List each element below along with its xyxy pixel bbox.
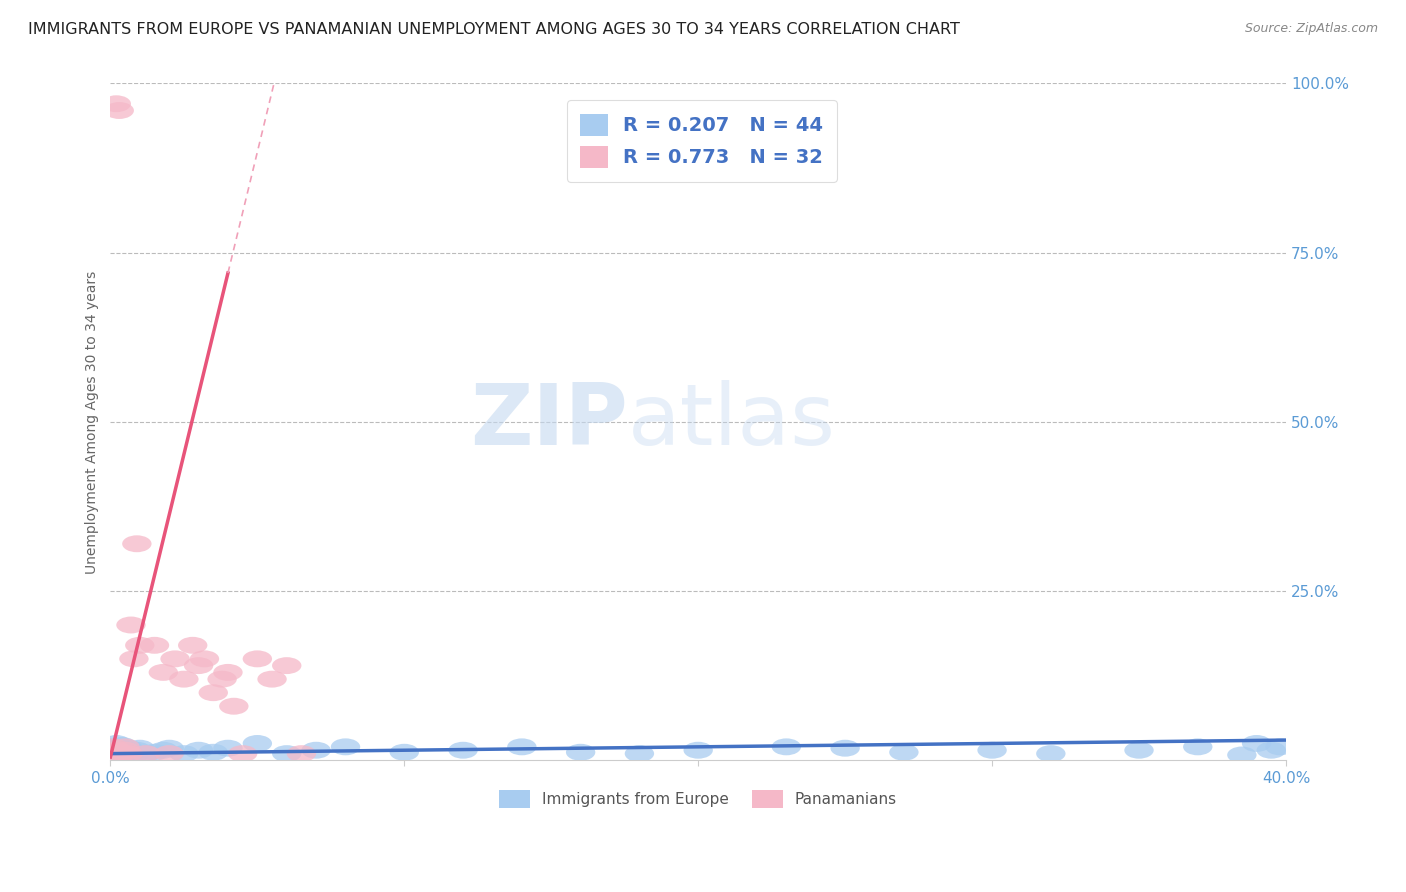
Text: atlas: atlas [627,380,835,464]
Legend: Immigrants from Europe, Panamanians: Immigrants from Europe, Panamanians [494,784,903,814]
Ellipse shape [111,745,139,762]
Ellipse shape [117,616,146,633]
Ellipse shape [184,657,214,674]
Ellipse shape [101,742,131,759]
Ellipse shape [125,739,155,756]
Ellipse shape [125,637,155,654]
Ellipse shape [120,650,149,667]
Ellipse shape [190,650,219,667]
Ellipse shape [1227,747,1257,764]
Text: IMMIGRANTS FROM EUROPE VS PANAMANIAN UNEMPLOYMENT AMONG AGES 30 TO 34 YEARS CORR: IMMIGRANTS FROM EUROPE VS PANAMANIAN UNE… [28,22,960,37]
Ellipse shape [214,739,243,756]
Ellipse shape [101,95,131,112]
Ellipse shape [160,650,190,667]
Ellipse shape [1257,742,1286,759]
Ellipse shape [257,671,287,688]
Ellipse shape [208,671,236,688]
Ellipse shape [449,742,478,759]
Y-axis label: Unemployment Among Ages 30 to 34 years: Unemployment Among Ages 30 to 34 years [86,270,100,574]
Ellipse shape [149,664,179,681]
Ellipse shape [120,747,149,764]
Ellipse shape [389,744,419,761]
Ellipse shape [131,745,160,762]
Ellipse shape [508,739,537,756]
Ellipse shape [104,102,134,119]
Ellipse shape [214,664,243,681]
Ellipse shape [1125,742,1154,759]
Ellipse shape [98,745,128,762]
Ellipse shape [155,745,184,762]
Ellipse shape [977,742,1007,759]
Ellipse shape [107,744,136,761]
Ellipse shape [111,742,139,759]
Ellipse shape [198,744,228,761]
Ellipse shape [111,739,139,756]
Ellipse shape [139,637,169,654]
Ellipse shape [114,745,143,762]
Ellipse shape [155,739,184,756]
Ellipse shape [243,735,271,752]
Ellipse shape [98,739,128,756]
Ellipse shape [228,745,257,762]
Ellipse shape [149,742,179,759]
Ellipse shape [104,739,134,756]
Ellipse shape [219,698,249,714]
Ellipse shape [1265,739,1295,756]
Ellipse shape [184,742,214,759]
Ellipse shape [301,742,330,759]
Ellipse shape [131,745,160,762]
Ellipse shape [111,742,139,759]
Ellipse shape [567,744,595,761]
Ellipse shape [683,742,713,759]
Ellipse shape [1182,739,1212,756]
Ellipse shape [271,745,301,762]
Ellipse shape [101,742,131,759]
Ellipse shape [104,747,134,764]
Ellipse shape [287,745,316,762]
Ellipse shape [772,739,801,756]
Ellipse shape [831,739,860,756]
Ellipse shape [139,744,169,761]
Ellipse shape [624,745,654,762]
Ellipse shape [98,745,128,762]
Ellipse shape [1241,735,1271,752]
Ellipse shape [114,739,143,756]
Ellipse shape [169,745,198,762]
Ellipse shape [271,657,301,674]
Ellipse shape [1036,745,1066,762]
Ellipse shape [107,737,136,754]
Ellipse shape [889,744,918,761]
Ellipse shape [198,684,228,701]
Ellipse shape [122,742,152,759]
Ellipse shape [122,535,152,552]
Ellipse shape [98,739,128,756]
Ellipse shape [169,671,198,688]
Text: ZIP: ZIP [470,380,627,464]
Ellipse shape [117,744,146,761]
Ellipse shape [107,745,136,762]
Text: Source: ZipAtlas.com: Source: ZipAtlas.com [1244,22,1378,36]
Ellipse shape [179,637,208,654]
Ellipse shape [243,650,271,667]
Ellipse shape [330,739,360,756]
Ellipse shape [104,745,134,762]
Ellipse shape [101,735,131,752]
